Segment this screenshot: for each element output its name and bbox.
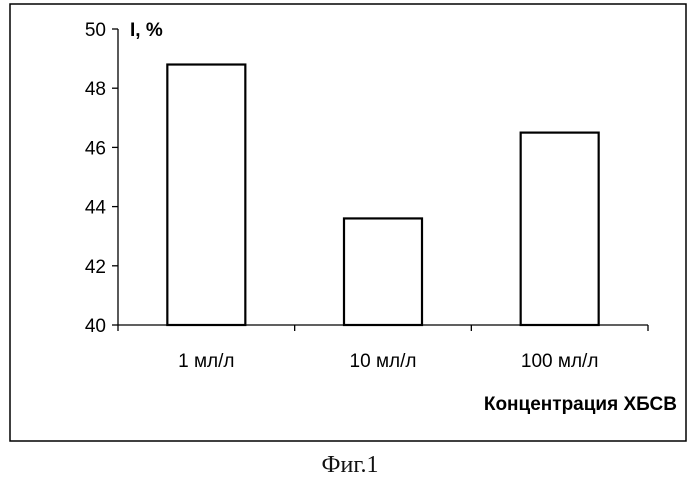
x-tick-label: 100 мл/л (521, 351, 599, 372)
figure-caption: Фиг.1 (0, 452, 700, 479)
y-tick-label: 44 (85, 198, 107, 219)
y-axis-label: I, % (130, 20, 163, 41)
y-tick-label: 46 (85, 138, 106, 159)
bar (344, 218, 422, 325)
y-tick-label: 50 (85, 20, 106, 41)
x-tick-label: 10 мл/л (350, 351, 417, 372)
y-tick-label: 40 (85, 316, 106, 337)
x-axis-label: Концентрация ХБСВ (484, 394, 677, 415)
y-tick-label: 48 (85, 79, 106, 100)
bar (521, 133, 599, 325)
x-tick-label: 1 мл/л (178, 351, 234, 372)
bar (167, 65, 245, 325)
y-tick-label: 42 (85, 257, 106, 278)
